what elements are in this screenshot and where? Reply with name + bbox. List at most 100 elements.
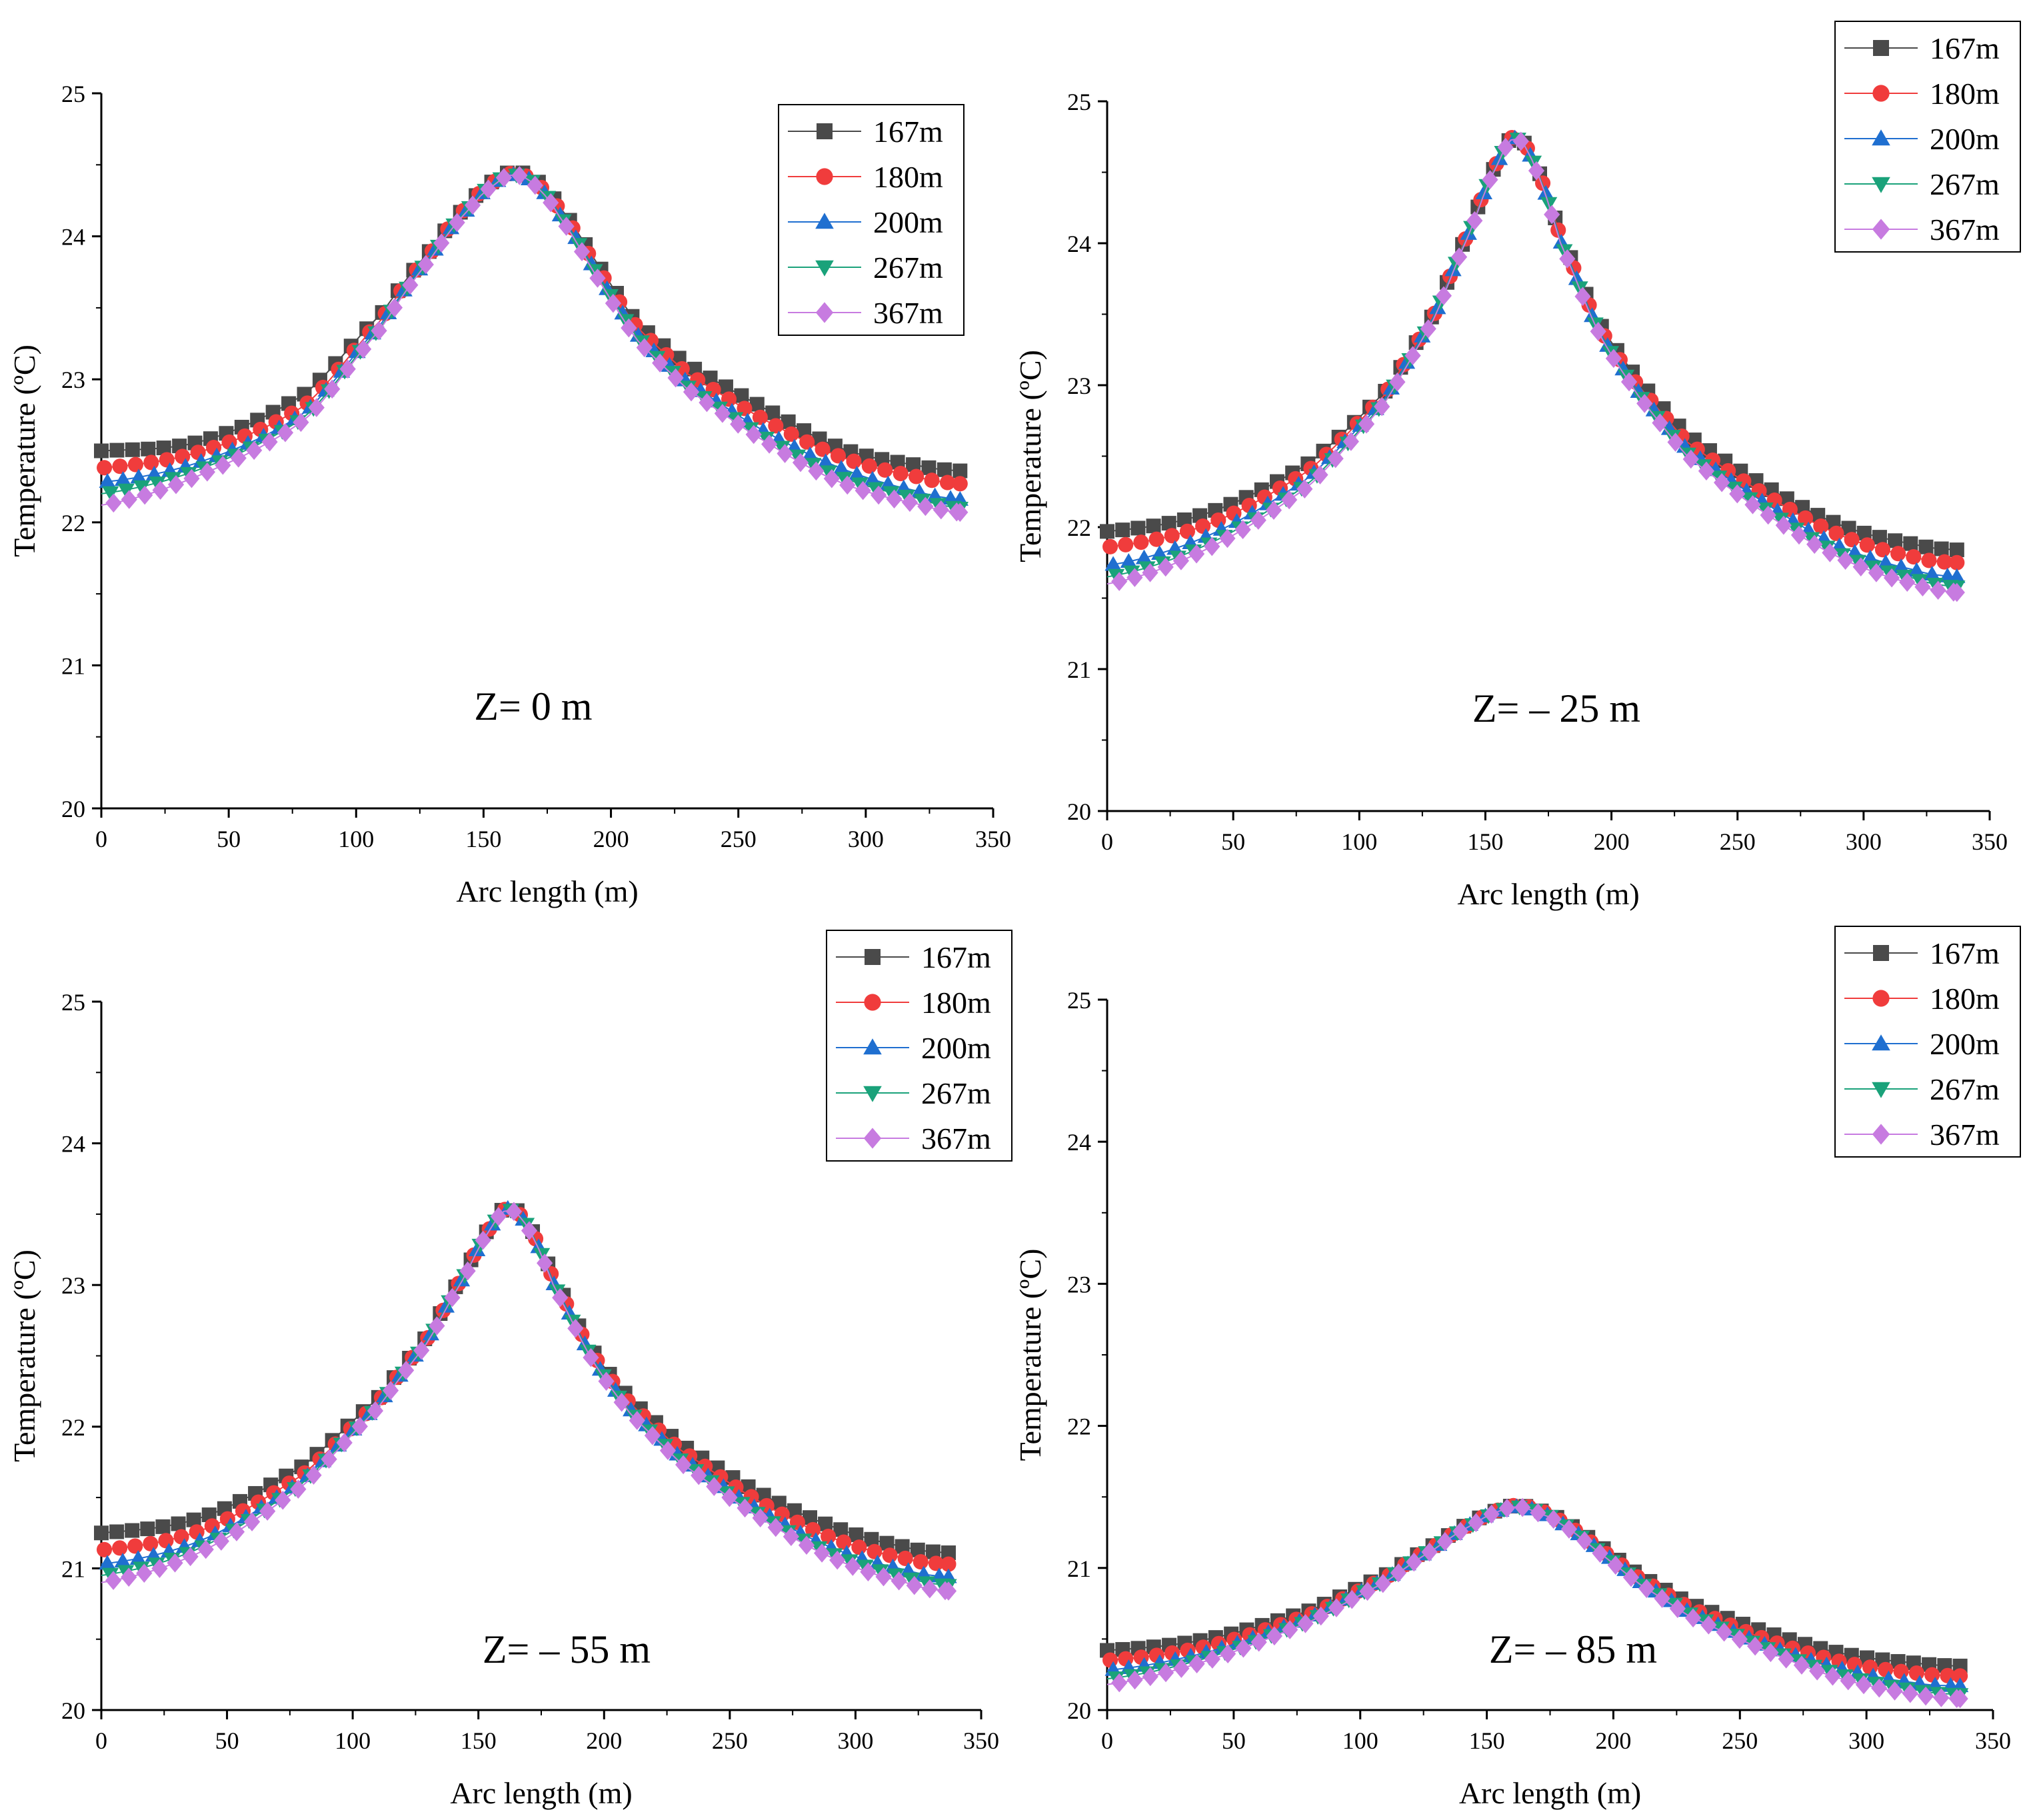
data-point <box>761 435 778 454</box>
data-point <box>1892 558 1910 573</box>
legend-label: 167m <box>1930 936 2000 970</box>
data-point <box>1667 433 1684 452</box>
data-point <box>339 359 356 379</box>
chart-panel-2: 0 50 100 150 200 250 300 350 20 21 22 23 24 25 Arc len… <box>1013 21 2021 911</box>
data-point <box>1921 552 1937 568</box>
data-point <box>730 415 747 434</box>
data-point <box>1146 518 1161 534</box>
x-tick-label: 100 <box>335 1727 371 1754</box>
data-point <box>228 1522 245 1541</box>
data-point <box>1452 1521 1469 1541</box>
legend-marker <box>1872 219 1890 240</box>
legend-label: 267m <box>1930 1072 2000 1106</box>
data-point <box>1923 566 1941 581</box>
data-point <box>1468 1513 1484 1533</box>
data-point <box>683 382 700 402</box>
data-point <box>1605 349 1622 369</box>
y-tick-label: 20 <box>1067 798 1091 825</box>
data-point <box>833 460 850 475</box>
data-point <box>558 217 575 236</box>
data-point <box>875 1567 892 1587</box>
x-tick-label: 300 <box>837 1727 873 1754</box>
data-point <box>527 175 543 195</box>
data-point <box>734 388 749 403</box>
data-point <box>1874 542 1891 558</box>
data-point <box>413 1341 430 1360</box>
data-point <box>921 1579 938 1599</box>
data-point <box>1828 525 1844 541</box>
data-point <box>652 353 669 373</box>
data-point <box>783 1527 799 1547</box>
data-point <box>1406 1552 1422 1572</box>
data-point <box>845 1557 861 1576</box>
data-point <box>1436 1531 1453 1551</box>
data-point <box>817 453 835 468</box>
data-point <box>1530 1503 1546 1523</box>
legend-label: 367m <box>1930 213 2000 247</box>
data-point <box>105 1571 122 1590</box>
data-point <box>768 418 784 434</box>
series-367m <box>101 166 969 522</box>
data-point <box>1914 577 1931 597</box>
data-point <box>860 1562 877 1582</box>
data-point <box>941 1545 956 1561</box>
data-point <box>324 379 341 399</box>
data-point <box>765 405 781 421</box>
data-point <box>1813 518 1829 534</box>
data-point <box>659 1441 677 1460</box>
x-axis-label: Arc length (m) <box>450 1776 632 1810</box>
data-point <box>402 275 419 295</box>
chart-panel-3: 0 50 100 150 200 250 300 350 20 21 22 23 24 25 Arc len… <box>7 930 1013 1810</box>
data-point <box>1936 554 1952 570</box>
data-point <box>910 1542 925 1557</box>
y-tick-label: 25 <box>1067 987 1091 1014</box>
data-point <box>1482 170 1498 189</box>
legend-label: 267m <box>921 1076 991 1110</box>
x-tick-label: 50 <box>215 1727 239 1754</box>
data-point <box>143 1535 159 1551</box>
data-point <box>906 1575 923 1595</box>
series-367m <box>101 1202 957 1601</box>
y-tick-label: 25 <box>61 989 85 1016</box>
data-point <box>1483 1504 1500 1524</box>
data-point <box>199 462 215 482</box>
data-point <box>1188 544 1205 564</box>
panel-annotation: Z= – 25 m <box>1472 686 1640 730</box>
data-point <box>1219 1644 1236 1663</box>
series-line <box>101 1206 949 1553</box>
data-point <box>1512 131 1529 151</box>
data-point <box>895 1539 910 1554</box>
data-point <box>459 1261 476 1281</box>
data-point <box>99 1555 116 1570</box>
x-tick-label: 250 <box>1722 1727 1758 1754</box>
y-axis-label: Temperature (ºC) <box>7 1250 41 1462</box>
data-point <box>1793 1655 1810 1675</box>
data-point <box>1824 1666 1841 1686</box>
data-point <box>917 496 934 516</box>
data-point <box>718 379 733 395</box>
data-point <box>886 489 903 509</box>
legend-marker <box>1872 129 1890 146</box>
data-point <box>1104 556 1122 571</box>
y-tick-label: 23 <box>61 1272 85 1299</box>
data-point <box>952 502 969 522</box>
data-point <box>125 442 140 457</box>
data-point <box>1576 1531 1593 1551</box>
data-point <box>1902 1683 1918 1703</box>
chart-panel-4: 0 50 100 150 200 250 300 350 20 21 22 23 24 25 Arc len… <box>1013 926 2021 1810</box>
x-tick-label: 100 <box>1341 828 1377 855</box>
legend-marker <box>815 213 834 229</box>
panel-annotation: Z= 0 m <box>474 684 592 728</box>
data-point <box>1855 1675 1872 1695</box>
data-point <box>1948 568 1966 583</box>
data-point <box>909 468 925 484</box>
data-point <box>511 166 528 185</box>
data-point <box>243 1512 261 1531</box>
data-point <box>1844 532 1860 548</box>
data-point <box>1250 1632 1267 1652</box>
data-point <box>1840 1671 1856 1691</box>
data-point <box>293 413 309 433</box>
x-axis-label: Arc length (m) <box>456 874 638 908</box>
data-point <box>1899 572 1916 592</box>
series-167m <box>94 1203 956 1561</box>
